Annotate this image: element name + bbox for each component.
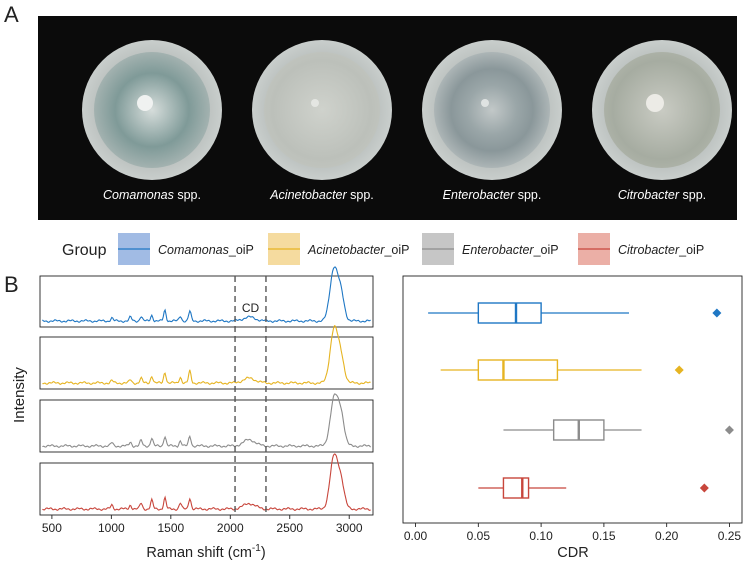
spectra-x-tick-label: 500 <box>42 521 62 535</box>
photo-caption-enterobacter: Enterobacter spp. <box>442 188 542 202</box>
spectrum-panel-acinetobacter <box>39 336 374 390</box>
petri-dish-citrobacter <box>592 40 732 180</box>
panel-b-label: B <box>4 272 19 297</box>
spectrum-panel-citrobacter <box>39 462 374 516</box>
spectrum-line-citrobacter <box>42 453 371 512</box>
boxplot-frame <box>402 275 743 524</box>
boxplot-x-tick-label: 0.25 <box>718 529 742 543</box>
petri-dish-photo-panel: Comamonas spp. Acinetobacter spp. Entero… <box>38 16 737 220</box>
legend-label-comamonas: Comamonas_oiP <box>158 243 254 257</box>
boxplot-x-tick-label: 0.10 <box>529 529 553 543</box>
boxplot-x-axis-label: CDR <box>557 545 588 561</box>
petri-dish-comamonas <box>82 40 222 180</box>
spectrum-panel-comamonas <box>39 275 374 328</box>
petri-dish-enterobacter <box>422 40 562 180</box>
cd-region-label: CD <box>242 301 260 315</box>
spectra-x-axis-label: Raman shift (cm-1) <box>146 543 265 561</box>
boxplot-x-tick-label: 0.15 <box>592 529 616 543</box>
boxplot-x-tick-label: 0.20 <box>655 529 679 543</box>
photo-caption-comamonas: Comamonas spp. <box>103 188 201 202</box>
petri-dish-acinetobacter <box>252 40 392 180</box>
spectrum-line-acinetobacter <box>42 324 371 386</box>
box-iqr-citrobacter <box>502 477 530 499</box>
photo-caption-acinetobacter: Acinetobacter spp. <box>270 188 374 202</box>
spectra-y-axis-label: Intensity <box>11 367 28 423</box>
legend-label-enterobacter: Enterobacter_oiP <box>462 243 559 257</box>
spectrum-panel-enterobacter <box>39 399 374 453</box>
legend: Group Comamonas_oiP Acinetobacter_oiP En… <box>62 233 704 265</box>
box-outlier-enterobacter <box>724 425 734 435</box>
legend-title: Group <box>62 242 107 259</box>
legend-label-acinetobacter: Acinetobacter_oiP <box>307 243 409 257</box>
box-outlier-acinetobacter <box>674 365 684 375</box>
spectra-x-tick-label: 3000 <box>336 521 363 535</box>
spectrum-line-enterobacter <box>42 393 372 449</box>
box-iqr-acinetobacter <box>477 359 559 381</box>
boxplot-x-tick-label: 0.00 <box>404 529 428 543</box>
cdr-boxplot-chart: 0.00 0.05 0.10 0.15 0.20 0.25 CDR <box>402 275 743 561</box>
panel-a-label: A <box>4 2 19 27</box>
box-outlier-comamonas <box>712 308 722 318</box>
box-outlier-citrobacter <box>699 483 709 493</box>
box-iqr-comamonas <box>477 302 542 324</box>
spectrum-line-comamonas <box>42 266 371 324</box>
boxplot-x-tick-label: 0.05 <box>467 529 491 543</box>
spectra-x-tick-label: 2000 <box>217 521 244 535</box>
spectra-x-tick-label: 1500 <box>157 521 184 535</box>
spectra-x-tick-label: 1000 <box>98 521 125 535</box>
photo-caption-citrobacter: Citrobacter spp. <box>617 188 707 202</box>
spectra-x-tick-label: 2500 <box>276 521 303 535</box>
legend-label-citrobacter: Citrobacter_oiP <box>618 243 704 257</box>
raman-spectra-chart: 500 1000 1500 2000 2500 3000 CD Intensity Ram… <box>11 266 374 561</box>
